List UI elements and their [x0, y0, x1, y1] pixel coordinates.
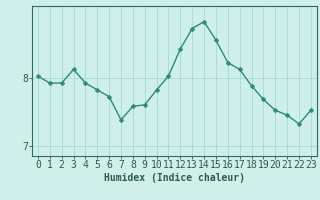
X-axis label: Humidex (Indice chaleur): Humidex (Indice chaleur)	[104, 173, 245, 183]
